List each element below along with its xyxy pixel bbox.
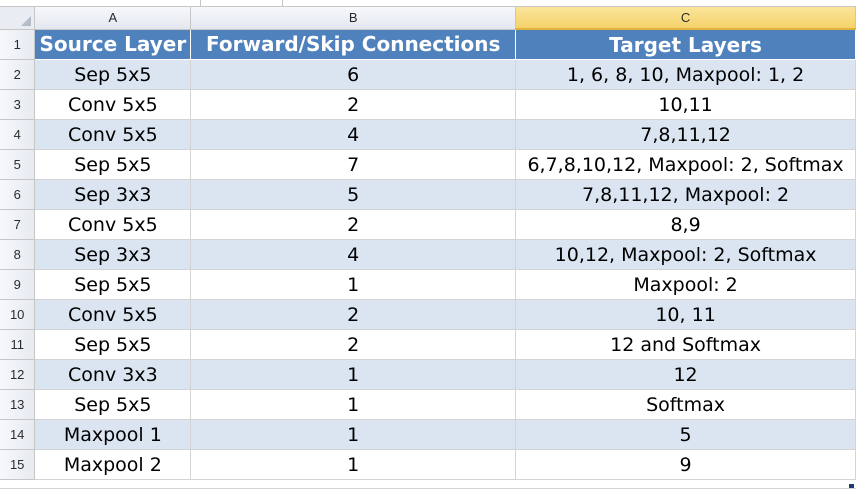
row-header[interactable]: 3: [0, 89, 36, 120]
cell-target-layers[interactable]: 9: [515, 449, 856, 480]
cell-target-layers[interactable]: Softmax: [515, 389, 856, 420]
cell-source-layer[interactable]: Sep 5x5: [34, 59, 192, 90]
cell-target-layers[interactable]: 12: [515, 359, 856, 390]
row-header[interactable]: 13: [0, 389, 36, 420]
cell-connections[interactable]: 6: [190, 59, 517, 90]
row-header[interactable]: 8: [0, 239, 36, 270]
row-header[interactable]: 6: [0, 179, 36, 210]
cell-target-layers[interactable]: 10, 11: [515, 299, 856, 330]
spreadsheet-grid: A B C 1 Source Layer Forward/Skip Connec…: [0, 7, 856, 480]
cell-connections[interactable]: 2: [190, 209, 517, 240]
row-header[interactable]: 4: [0, 119, 36, 150]
header-cell-target-layers[interactable]: Target Layers: [515, 29, 856, 60]
cell-source-layer[interactable]: Sep 3x3: [34, 179, 192, 210]
cell-target-layers[interactable]: 7,8,11,12, Maxpool: 2: [515, 179, 856, 210]
column-header-a[interactable]: A: [34, 7, 192, 30]
cell-connections[interactable]: 4: [190, 239, 517, 270]
cell-source-layer[interactable]: Maxpool 1: [34, 419, 192, 450]
cell-connections[interactable]: 2: [190, 329, 517, 360]
header-cell-source-layer[interactable]: Source Layer: [34, 29, 192, 60]
row-header[interactable]: 1: [0, 29, 36, 60]
row-header[interactable]: 2: [0, 59, 36, 90]
cell-connections[interactable]: 1: [190, 389, 517, 420]
cell-target-layers[interactable]: 10,11: [515, 89, 856, 120]
cell-target-layers[interactable]: 7,8,11,12: [515, 119, 856, 150]
cell-source-layer[interactable]: Conv 5x5: [34, 209, 192, 240]
cell-connections[interactable]: 4: [190, 119, 517, 150]
cell-connections[interactable]: 1: [190, 269, 517, 300]
row-header[interactable]: 7: [0, 209, 36, 240]
cell-target-layers[interactable]: Maxpool: 2: [515, 269, 856, 300]
cell-connections[interactable]: 7: [190, 149, 517, 180]
cell-source-layer[interactable]: Conv 5x5: [34, 119, 192, 150]
cell-source-layer[interactable]: Maxpool 2: [34, 449, 192, 480]
column-header-c[interactable]: C: [515, 7, 856, 30]
cell-connections[interactable]: 1: [190, 419, 517, 450]
row-header[interactable]: 12: [0, 359, 36, 390]
row-header[interactable]: 11: [0, 329, 36, 360]
formula-bar-edge: [0, 0, 856, 7]
cell-source-layer[interactable]: Conv 5x5: [34, 89, 192, 120]
row-header[interactable]: 5: [0, 149, 36, 180]
cell-target-layers[interactable]: 10,12, Maxpool: 2, Softmax: [515, 239, 856, 270]
cell-target-layers[interactable]: 5: [515, 419, 856, 450]
cell-source-layer[interactable]: Sep 5x5: [34, 269, 192, 300]
select-all-corner[interactable]: [0, 7, 36, 30]
next-row-edge: [0, 488, 856, 497]
cell-source-layer[interactable]: Conv 3x3: [34, 359, 192, 390]
cell-source-layer[interactable]: Sep 3x3: [34, 239, 192, 270]
cell-source-layer[interactable]: Conv 5x5: [34, 299, 192, 330]
cell-connections[interactable]: 2: [190, 299, 517, 330]
cell-source-layer[interactable]: Sep 5x5: [34, 329, 192, 360]
cell-source-layer[interactable]: Sep 5x5: [34, 389, 192, 420]
cell-target-layers[interactable]: 8,9: [515, 209, 856, 240]
header-cell-connections[interactable]: Forward/Skip Connections: [190, 29, 517, 60]
cell-connections[interactable]: 5: [190, 179, 517, 210]
row-header[interactable]: 14: [0, 419, 36, 450]
cell-connections[interactable]: 1: [190, 359, 517, 390]
cell-target-layers[interactable]: 6,7,8,10,12, Maxpool: 2, Softmax: [515, 149, 856, 180]
row-header[interactable]: 10: [0, 299, 36, 330]
cell-connections[interactable]: 2: [190, 89, 517, 120]
cell-connections[interactable]: 1: [190, 449, 517, 480]
column-header-b[interactable]: B: [190, 7, 517, 30]
cell-source-layer[interactable]: Sep 5x5: [34, 149, 192, 180]
cell-target-layers[interactable]: 12 and Softmax: [515, 329, 856, 360]
cell-target-layers[interactable]: 1, 6, 8, 10, Maxpool: 1, 2: [515, 59, 856, 90]
row-header[interactable]: 9: [0, 269, 36, 300]
row-header[interactable]: 15: [0, 449, 36, 480]
